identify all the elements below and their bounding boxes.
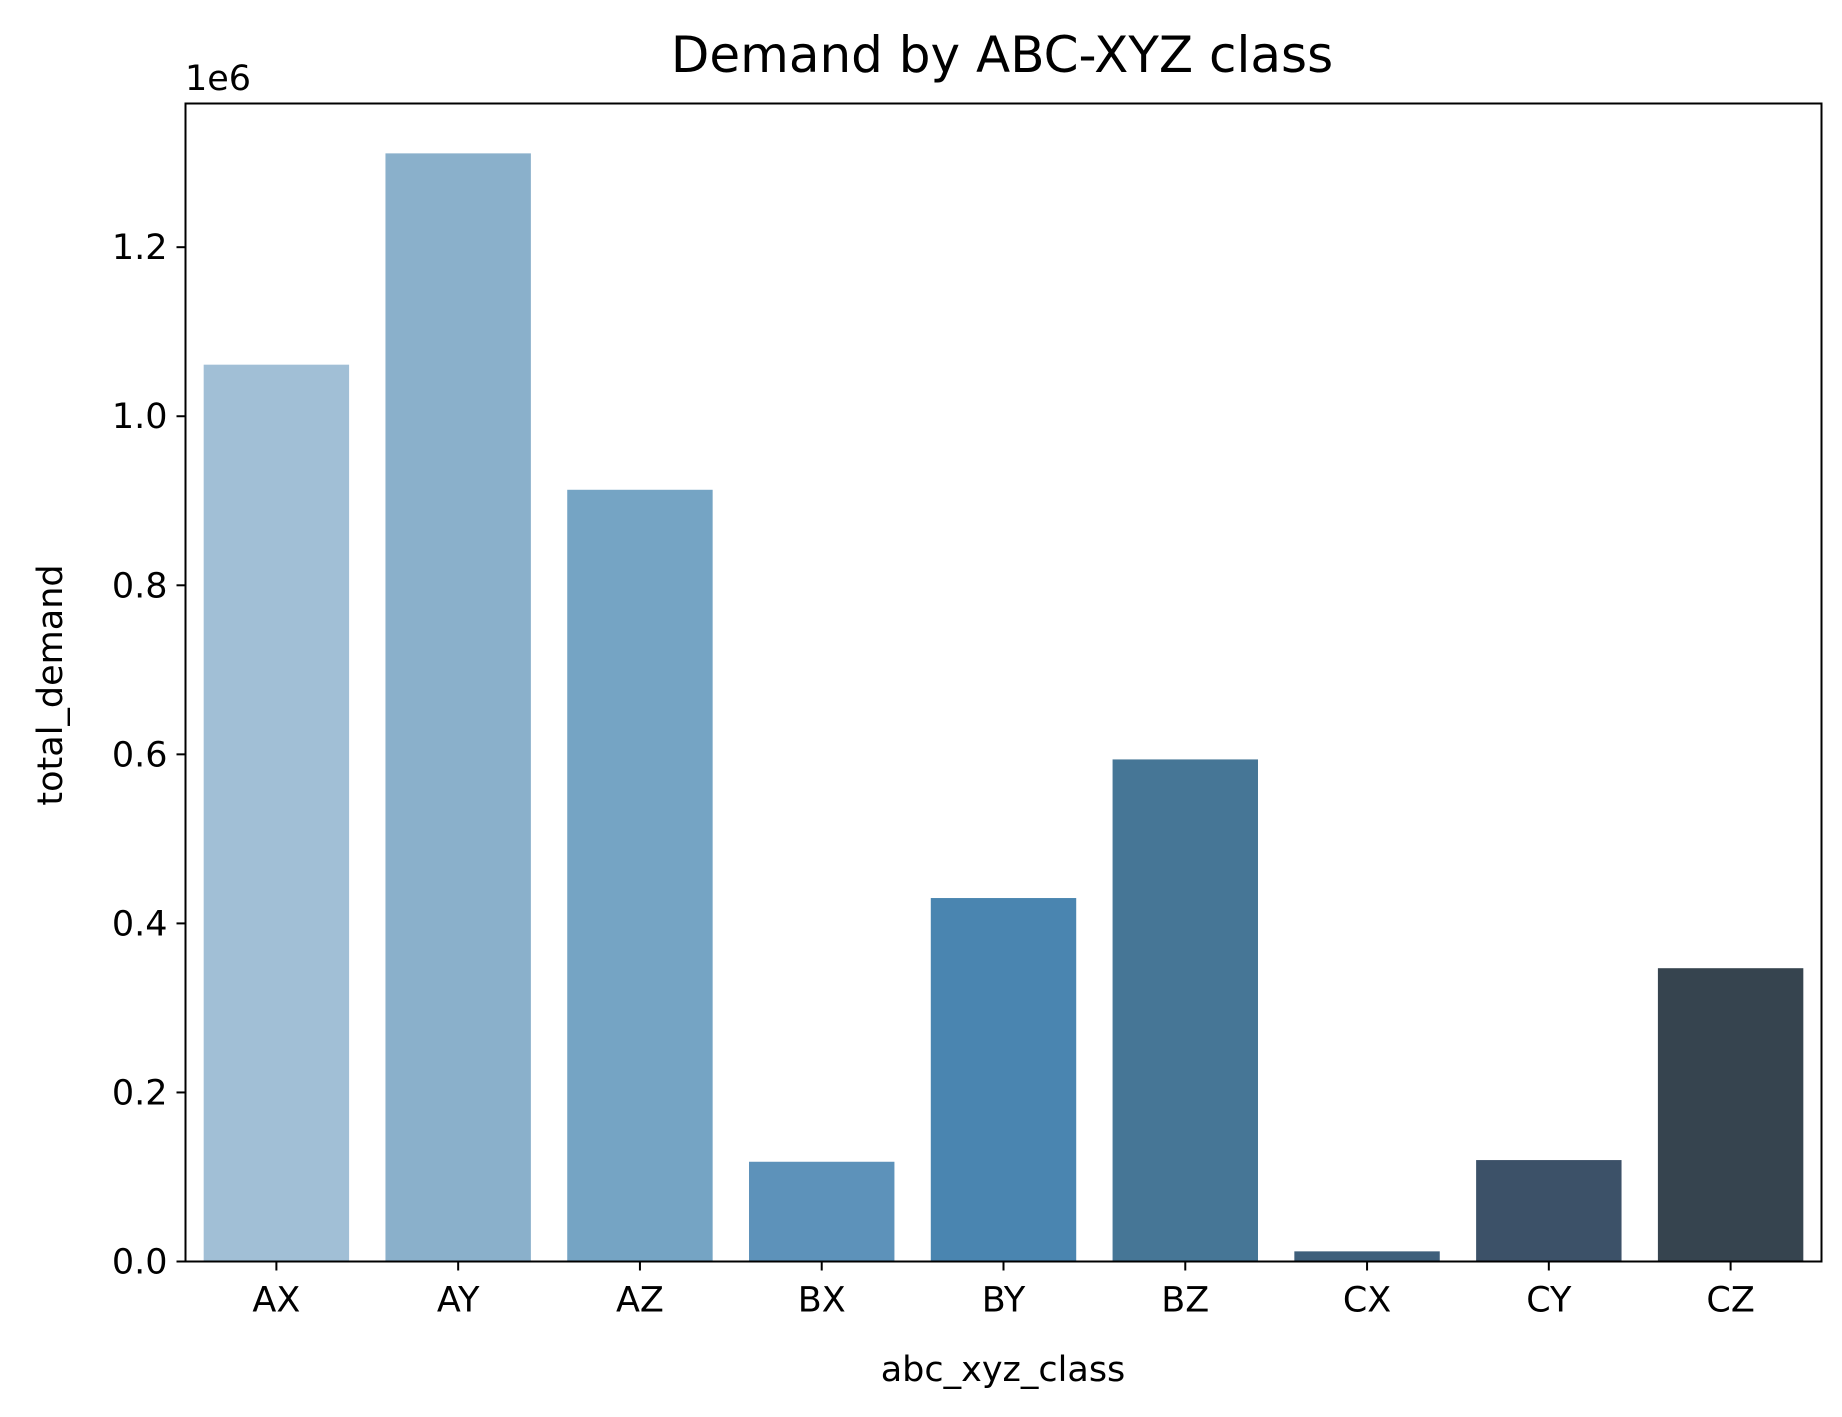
x-tick-label: BZ [1161,1281,1209,1321]
y-tick-label: 0.0 [112,1243,168,1283]
y-tick-label: 0.2 [112,1073,168,1113]
y-offset-label: 1e6 [185,59,251,99]
x-tick-label: BX [798,1281,846,1321]
x-tick-label: CX [1343,1281,1391,1321]
x-axis-label: abc_xyz_class [881,1350,1126,1390]
x-tick-label: BY [982,1281,1026,1321]
chart-title: Demand by ABC-XYZ class [671,26,1333,84]
bar-cy [1476,1160,1622,1262]
x-tick-label: AX [252,1281,300,1321]
bar-by [930,898,1077,1262]
x-tick-label: CY [1526,1281,1572,1321]
plot-frame [184,102,1823,1263]
x-tick-label: AY [437,1281,480,1321]
y-axis-label: total_demand [31,564,71,805]
x-tick-label: AZ [616,1281,664,1321]
bar-bz [1112,759,1258,1262]
bars-group [203,153,1804,1262]
bar-cx [1294,1251,1440,1262]
bar-ay [385,153,531,1262]
x-tick-label: CZ [1706,1281,1754,1321]
bar-az [567,489,713,1262]
bar-bx [749,1161,895,1262]
y-tick-label: 0.6 [112,735,168,775]
y-tick-label: 1.2 [112,228,168,268]
bar-ax [203,364,350,1262]
y-tick-label: 1.0 [112,397,168,437]
x-axis-ticks: AX AY AZ BX BY BZ CX CY CZ [252,1261,1755,1321]
y-axis-ticks: 0.0 0.2 0.4 0.6 0.8 1.0 1.2 [112,228,186,1283]
y-tick-label: 0.4 [112,904,168,944]
y-tick-label: 0.8 [112,566,168,606]
bar-cz [1657,968,1804,1262]
